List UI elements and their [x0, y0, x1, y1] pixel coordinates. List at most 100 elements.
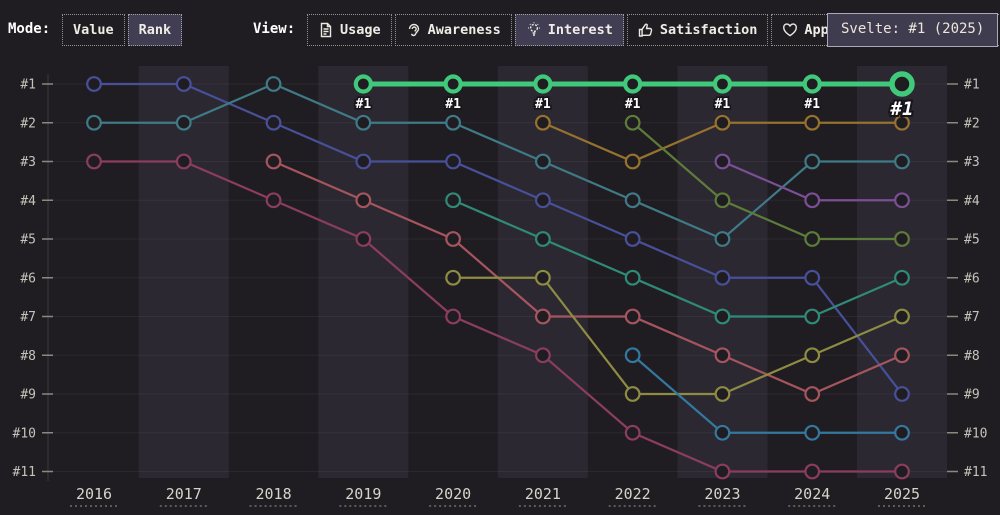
rank-label-left: #1 — [20, 78, 36, 93]
data-point-2023[interactable] — [714, 192, 731, 209]
data-point-2019[interactable] — [355, 153, 372, 170]
mode-button-value[interactable]: Value — [62, 14, 125, 46]
data-point-2025[interactable] — [894, 463, 910, 480]
data-point-2023[interactable] — [714, 269, 731, 286]
view-button-satisfaction[interactable]: Satisfaction — [626, 14, 769, 46]
data-point-2016[interactable] — [86, 114, 102, 131]
data-point-2023[interactable] — [714, 386, 731, 402]
data-point-2017[interactable] — [175, 153, 192, 170]
data-point-2021[interactable] — [534, 347, 551, 364]
data-point-2019[interactable] — [355, 114, 372, 131]
data-point-2018[interactable] — [265, 153, 282, 170]
series-line — [631, 354, 904, 434]
view-label: View: — [253, 21, 296, 37]
data-point-2025[interactable] — [894, 153, 910, 170]
data-point-2021[interactable] — [534, 153, 551, 170]
data-point-2024[interactable] — [804, 153, 821, 170]
data-point-2018[interactable] — [265, 192, 282, 209]
data-point-2025[interactable] — [894, 269, 910, 286]
year-label-2019[interactable]: 2019 — [345, 485, 381, 503]
year-label-2025[interactable]: 2025 — [884, 485, 920, 503]
data-point-2023[interactable] — [714, 308, 731, 325]
data-point-2025[interactable] — [889, 71, 915, 97]
data-point-2020[interactable] — [445, 308, 462, 325]
data-point-2022[interactable] — [624, 269, 641, 286]
data-point-2024[interactable] — [804, 424, 821, 441]
data-point-2022[interactable] — [624, 308, 641, 325]
data-point-2022[interactable] — [623, 74, 643, 94]
data-point-2023[interactable] — [714, 231, 731, 247]
data-point-2019[interactable] — [353, 74, 373, 94]
year-label-2024[interactable]: 2024 — [794, 485, 830, 503]
data-point-2022[interactable] — [624, 424, 641, 441]
data-point-2024[interactable] — [804, 114, 821, 131]
view-button-awareness[interactable]: Awareness — [394, 14, 512, 46]
data-point-2021[interactable] — [533, 74, 553, 94]
data-point-2017[interactable] — [175, 114, 192, 131]
rank-label-right: #1 — [964, 78, 980, 93]
data-point-2022[interactable] — [624, 386, 641, 402]
view-button-label: Awareness — [427, 22, 501, 38]
data-point-2017[interactable] — [175, 76, 192, 92]
view-button-interest[interactable]: Interest — [514, 14, 624, 46]
data-point-2020[interactable] — [445, 192, 462, 209]
mode-button-group: Value Rank — [62, 14, 183, 46]
data-point-2024[interactable] — [804, 269, 821, 286]
data-point-2023[interactable] — [714, 463, 731, 480]
series-series-rose — [265, 153, 910, 402]
data-point-2021[interactable] — [534, 192, 551, 209]
data-point-2022[interactable] — [624, 153, 641, 170]
data-point-2018[interactable] — [265, 76, 282, 92]
data-point-2020[interactable] — [445, 153, 462, 170]
data-point-2022[interactable] — [624, 347, 641, 364]
data-point-2023[interactable] — [714, 424, 731, 441]
data-point-2024[interactable] — [804, 231, 821, 247]
data-point-2020[interactable] — [443, 74, 463, 94]
year-label-2021[interactable]: 2021 — [525, 485, 561, 503]
data-point-2021[interactable] — [534, 308, 551, 325]
data-point-2020[interactable] — [445, 114, 462, 131]
rank-label-left: #6 — [20, 271, 36, 286]
year-label-2018[interactable]: 2018 — [255, 485, 291, 503]
data-point-2021[interactable] — [534, 231, 551, 247]
data-point-2022[interactable] — [624, 114, 641, 131]
data-point-2019[interactable] — [355, 192, 372, 209]
data-point-2024[interactable] — [804, 347, 821, 364]
data-point-2020[interactable] — [445, 231, 462, 247]
data-point-2020[interactable] — [445, 269, 462, 286]
data-point-2024[interactable] — [802, 74, 822, 94]
data-point-2022[interactable] — [624, 231, 641, 247]
year-label-2016[interactable]: 2016 — [76, 485, 112, 503]
data-point-2023[interactable] — [714, 114, 731, 131]
data-point-2024[interactable] — [804, 463, 821, 480]
data-point-2025[interactable] — [894, 192, 910, 209]
data-point-2018[interactable] — [265, 114, 282, 131]
data-point-2024[interactable] — [804, 192, 821, 209]
data-point-2021[interactable] — [534, 269, 551, 286]
data-point-2019[interactable] — [355, 231, 372, 247]
view-button-usage[interactable]: Usage — [307, 14, 392, 46]
data-point-2025[interactable] — [894, 424, 910, 441]
data-point-2016[interactable] — [86, 153, 102, 170]
mode-button-rank[interactable]: Rank — [127, 14, 183, 46]
year-label-2017[interactable]: 2017 — [166, 485, 202, 503]
data-point-2025[interactable] — [894, 347, 910, 364]
data-point-2024[interactable] — [804, 308, 821, 325]
data-point-2023[interactable] — [714, 347, 731, 364]
data-point-2023[interactable] — [712, 74, 733, 94]
data-point-2016[interactable] — [86, 76, 102, 92]
data-point-2025[interactable] — [894, 386, 910, 402]
rank-label-right: #4 — [964, 194, 980, 209]
rank-label-left: #10 — [13, 426, 36, 441]
rank-label-left: #7 — [20, 310, 36, 325]
data-point-2024[interactable] — [804, 386, 821, 402]
year-label-2023[interactable]: 2023 — [704, 485, 740, 503]
data-point-2025[interactable] — [894, 308, 910, 325]
year-label-2022[interactable]: 2022 — [615, 485, 651, 503]
year-label-2020[interactable]: 2020 — [435, 485, 471, 503]
data-point-2022[interactable] — [624, 192, 641, 209]
data-point-2023[interactable] — [714, 153, 731, 170]
data-point-2025[interactable] — [894, 231, 910, 247]
data-point-2025[interactable] — [894, 114, 910, 131]
data-point-2021[interactable] — [534, 114, 551, 131]
